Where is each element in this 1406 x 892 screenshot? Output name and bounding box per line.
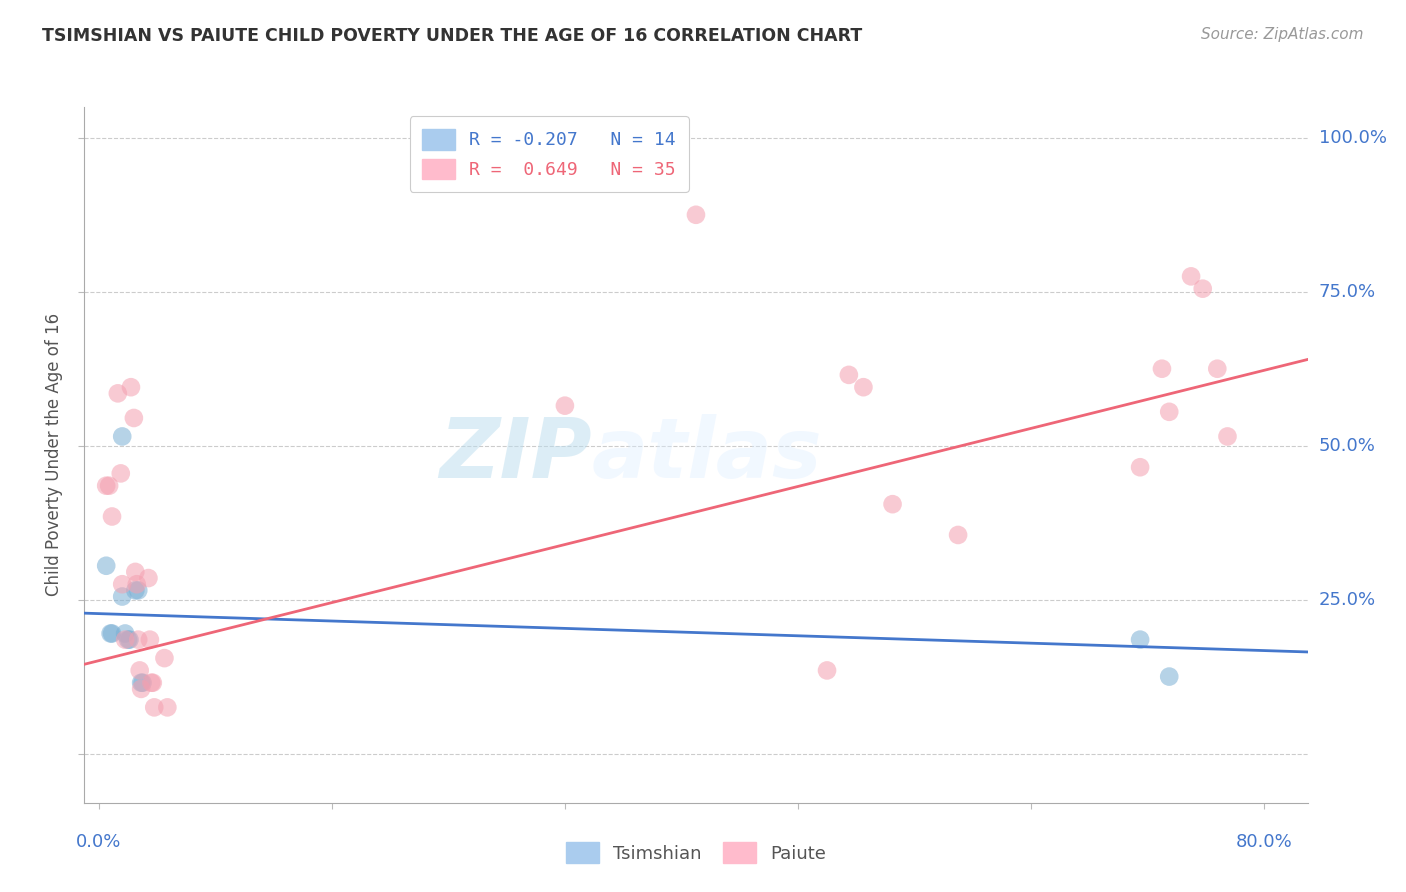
Point bbox=[138, 571, 160, 585]
Point bbox=[139, 632, 162, 647]
Text: TSIMSHIAN VS PAIUTE CHILD POVERTY UNDER THE AGE OF 16 CORRELATION CHART: TSIMSHIAN VS PAIUTE CHILD POVERTY UNDER … bbox=[42, 27, 862, 45]
Text: ZIP: ZIP bbox=[439, 415, 592, 495]
Point bbox=[554, 399, 576, 413]
Point bbox=[882, 497, 904, 511]
Point bbox=[114, 626, 136, 640]
Point bbox=[111, 577, 134, 591]
Point bbox=[107, 386, 129, 401]
Point bbox=[852, 380, 875, 394]
Point bbox=[1206, 361, 1229, 376]
Text: Source: ZipAtlas.com: Source: ZipAtlas.com bbox=[1201, 27, 1364, 42]
Point bbox=[946, 528, 969, 542]
Point bbox=[100, 626, 122, 640]
Point bbox=[815, 664, 838, 678]
Text: atlas: atlas bbox=[592, 415, 823, 495]
Point bbox=[101, 509, 124, 524]
Point bbox=[128, 664, 150, 678]
Y-axis label: Child Poverty Under the Age of 16: Child Poverty Under the Age of 16 bbox=[45, 313, 63, 597]
Point bbox=[124, 583, 146, 598]
Point bbox=[117, 632, 139, 647]
Point bbox=[125, 577, 148, 591]
Point bbox=[1150, 361, 1173, 376]
Point bbox=[129, 675, 152, 690]
Point bbox=[96, 558, 118, 573]
Point bbox=[1129, 460, 1152, 475]
Point bbox=[127, 583, 149, 598]
Point bbox=[124, 565, 146, 579]
Point bbox=[96, 479, 118, 493]
Point bbox=[127, 632, 149, 647]
Point bbox=[141, 675, 163, 690]
Point bbox=[1159, 405, 1181, 419]
Point bbox=[156, 700, 179, 714]
Point bbox=[1129, 632, 1152, 647]
Point bbox=[1216, 429, 1239, 443]
Point bbox=[1180, 269, 1202, 284]
Point bbox=[142, 675, 165, 690]
Point bbox=[1159, 669, 1181, 683]
Point bbox=[110, 467, 132, 481]
Point bbox=[98, 479, 121, 493]
Text: 75.0%: 75.0% bbox=[1319, 283, 1376, 301]
Point bbox=[838, 368, 860, 382]
Text: 25.0%: 25.0% bbox=[1319, 591, 1376, 608]
Point bbox=[122, 411, 145, 425]
Point bbox=[685, 208, 707, 222]
Text: 80.0%: 80.0% bbox=[1236, 833, 1292, 851]
Point bbox=[143, 700, 166, 714]
Text: 0.0%: 0.0% bbox=[76, 833, 121, 851]
Point bbox=[120, 380, 142, 394]
Text: 50.0%: 50.0% bbox=[1319, 437, 1375, 455]
Point bbox=[153, 651, 176, 665]
Point bbox=[111, 590, 134, 604]
Text: 100.0%: 100.0% bbox=[1319, 128, 1386, 147]
Point bbox=[118, 632, 141, 647]
Legend: Tsimshian, Paiute: Tsimshian, Paiute bbox=[558, 835, 834, 871]
Point bbox=[1191, 282, 1213, 296]
Point bbox=[111, 429, 134, 443]
Point bbox=[129, 681, 152, 696]
Point bbox=[131, 675, 153, 690]
Point bbox=[114, 632, 136, 647]
Point bbox=[101, 626, 124, 640]
